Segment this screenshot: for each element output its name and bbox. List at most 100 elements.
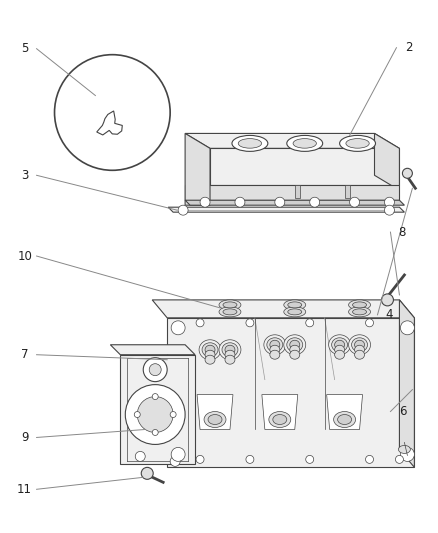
Ellipse shape	[339, 135, 375, 151]
Ellipse shape	[225, 355, 235, 364]
Ellipse shape	[353, 302, 367, 308]
Polygon shape	[97, 111, 122, 135]
Circle shape	[170, 456, 180, 466]
Ellipse shape	[353, 309, 367, 315]
Ellipse shape	[225, 350, 235, 359]
Text: 9: 9	[21, 431, 28, 444]
Ellipse shape	[270, 340, 280, 349]
Text: 8: 8	[399, 225, 406, 239]
Ellipse shape	[202, 343, 218, 357]
Circle shape	[366, 319, 374, 327]
Circle shape	[385, 205, 395, 215]
Polygon shape	[374, 133, 399, 190]
Ellipse shape	[222, 343, 238, 357]
Text: 2: 2	[405, 41, 412, 54]
Ellipse shape	[238, 139, 261, 148]
Ellipse shape	[399, 446, 410, 454]
Ellipse shape	[264, 335, 286, 355]
Text: 6: 6	[399, 405, 406, 418]
Ellipse shape	[355, 345, 364, 354]
Ellipse shape	[205, 345, 215, 354]
Circle shape	[306, 455, 314, 463]
Circle shape	[196, 455, 204, 463]
Ellipse shape	[223, 302, 237, 308]
Ellipse shape	[284, 335, 306, 355]
Polygon shape	[185, 185, 399, 200]
Circle shape	[403, 168, 413, 178]
Polygon shape	[210, 148, 399, 185]
Polygon shape	[168, 207, 404, 212]
Circle shape	[143, 358, 167, 382]
Ellipse shape	[349, 300, 371, 310]
Circle shape	[135, 451, 145, 462]
Ellipse shape	[335, 350, 345, 359]
Ellipse shape	[335, 345, 345, 354]
Ellipse shape	[205, 350, 215, 359]
Polygon shape	[152, 300, 414, 318]
Ellipse shape	[232, 135, 268, 151]
Circle shape	[170, 411, 176, 417]
Ellipse shape	[273, 415, 287, 424]
Polygon shape	[185, 133, 399, 148]
Circle shape	[310, 197, 320, 207]
Ellipse shape	[352, 338, 367, 352]
Circle shape	[246, 319, 254, 327]
Ellipse shape	[328, 335, 350, 355]
Ellipse shape	[290, 340, 300, 349]
Circle shape	[396, 455, 403, 463]
Polygon shape	[120, 355, 195, 464]
Circle shape	[171, 321, 185, 335]
Ellipse shape	[355, 350, 364, 359]
Ellipse shape	[288, 309, 302, 315]
Text: 11: 11	[17, 483, 32, 496]
Circle shape	[235, 197, 245, 207]
Ellipse shape	[199, 340, 221, 360]
Circle shape	[200, 197, 210, 207]
Ellipse shape	[335, 340, 345, 349]
Ellipse shape	[334, 411, 356, 427]
Ellipse shape	[284, 307, 306, 317]
Circle shape	[137, 397, 173, 432]
Polygon shape	[399, 300, 414, 467]
Ellipse shape	[270, 345, 280, 354]
Circle shape	[366, 455, 374, 463]
Circle shape	[400, 321, 414, 335]
Ellipse shape	[346, 139, 369, 148]
Polygon shape	[262, 394, 298, 430]
Circle shape	[134, 411, 140, 417]
Ellipse shape	[204, 411, 226, 427]
Ellipse shape	[293, 139, 316, 148]
Polygon shape	[197, 394, 233, 430]
Ellipse shape	[332, 338, 348, 352]
Ellipse shape	[284, 300, 306, 310]
Ellipse shape	[267, 338, 283, 352]
Ellipse shape	[349, 335, 371, 355]
Ellipse shape	[219, 340, 241, 360]
Polygon shape	[185, 133, 210, 205]
Ellipse shape	[349, 307, 371, 317]
Text: 3: 3	[21, 169, 28, 182]
Ellipse shape	[269, 411, 291, 427]
Text: 5: 5	[21, 42, 28, 55]
Polygon shape	[110, 345, 195, 355]
Polygon shape	[345, 185, 350, 198]
Polygon shape	[295, 185, 300, 198]
Ellipse shape	[355, 340, 364, 349]
Circle shape	[125, 385, 185, 445]
Ellipse shape	[270, 350, 280, 359]
Circle shape	[306, 319, 314, 327]
Ellipse shape	[287, 135, 323, 151]
Ellipse shape	[225, 345, 235, 354]
Ellipse shape	[205, 355, 215, 364]
Circle shape	[178, 205, 188, 215]
Text: 10: 10	[17, 249, 32, 263]
Circle shape	[196, 319, 204, 327]
Circle shape	[246, 455, 254, 463]
Ellipse shape	[287, 338, 303, 352]
Ellipse shape	[338, 415, 352, 424]
Ellipse shape	[219, 300, 241, 310]
Circle shape	[385, 197, 395, 207]
Circle shape	[152, 430, 158, 435]
Circle shape	[149, 364, 161, 376]
Circle shape	[381, 294, 393, 306]
